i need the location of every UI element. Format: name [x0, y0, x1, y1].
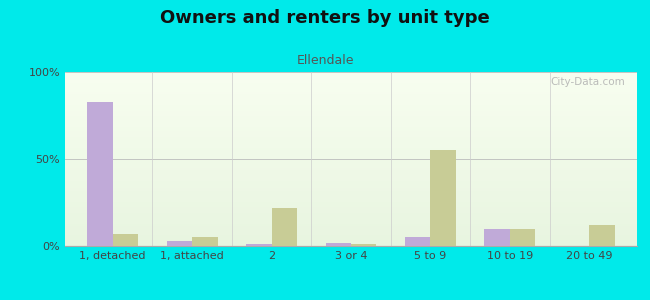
Text: Ellendale: Ellendale — [296, 54, 354, 67]
Bar — [272, 208, 297, 246]
Bar — [192, 237, 218, 246]
Bar — [351, 244, 376, 246]
Text: Owners and renters by unit type: Owners and renters by unit type — [160, 9, 490, 27]
Bar — [246, 244, 272, 246]
Bar — [112, 234, 138, 246]
Bar — [405, 237, 430, 246]
Bar — [430, 150, 456, 246]
Bar — [590, 225, 615, 246]
Bar — [484, 229, 510, 246]
Bar — [326, 242, 351, 246]
Bar — [166, 241, 192, 246]
Text: City-Data.com: City-Data.com — [551, 77, 625, 87]
Bar — [510, 229, 536, 246]
Bar — [87, 102, 112, 246]
